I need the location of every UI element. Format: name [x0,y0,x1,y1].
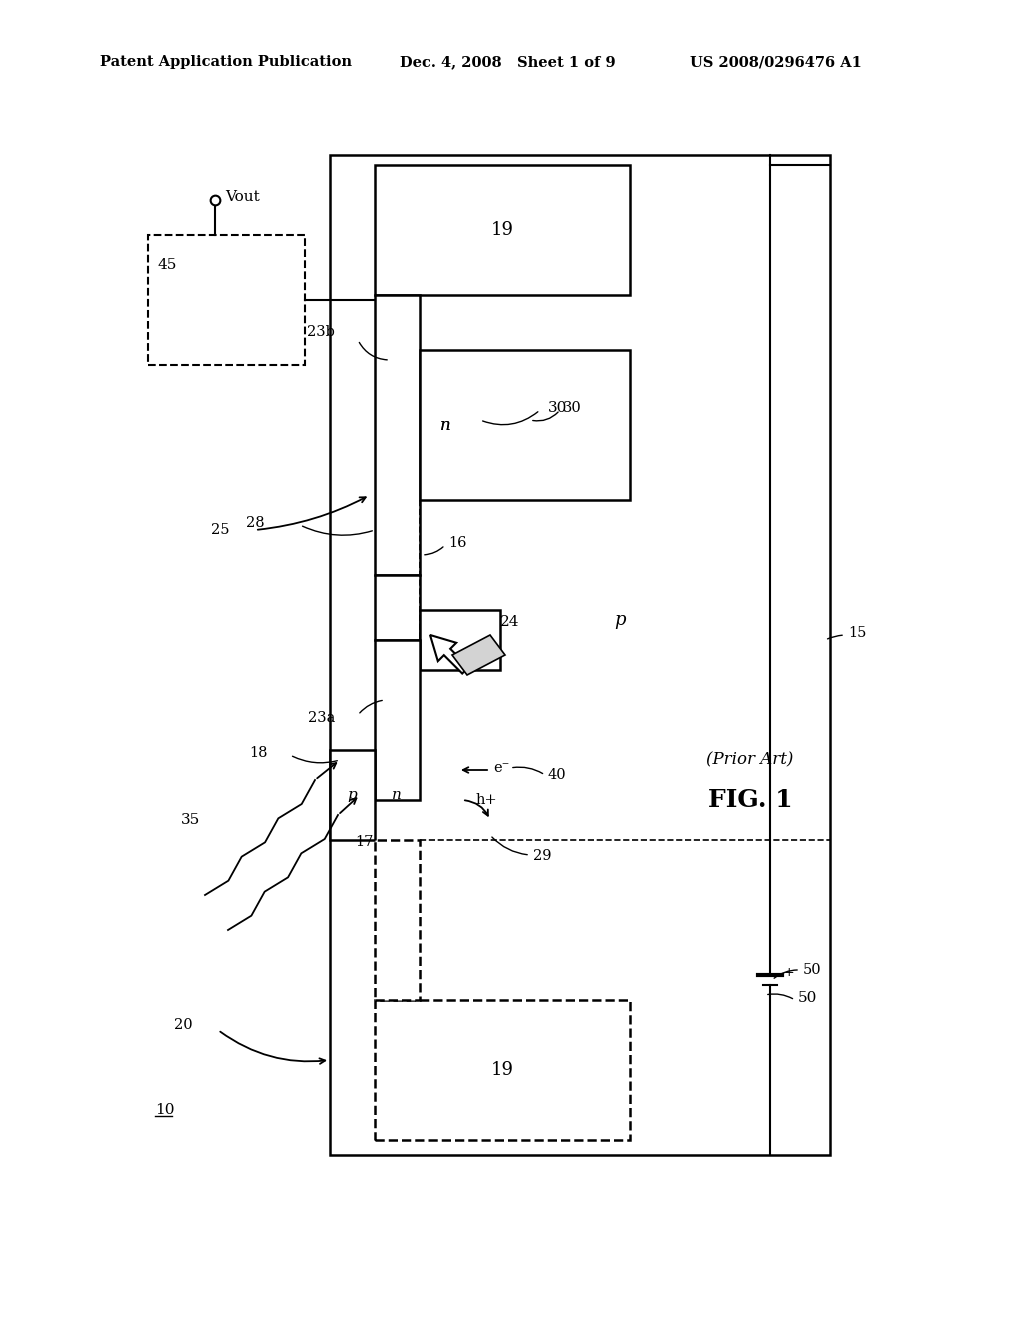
Text: 40: 40 [548,768,566,781]
Text: Patent Application Publication: Patent Application Publication [100,55,352,69]
Bar [330,154,830,1155]
Text: 18: 18 [250,746,268,760]
Text: 10: 10 [155,1104,174,1117]
Text: 30: 30 [563,401,582,414]
Text: 29: 29 [534,849,552,863]
Bar [375,1001,630,1140]
Text: +: + [784,965,795,978]
Text: 24: 24 [500,615,519,630]
Text: e⁻: e⁻ [493,762,509,775]
Text: (Prior Art): (Prior Art) [707,751,794,768]
Text: Vout: Vout [225,190,260,205]
Text: 19: 19 [490,1061,514,1078]
Bar [375,165,630,294]
Text: 50: 50 [798,991,817,1005]
Text: 45: 45 [158,257,177,272]
Text: Dec. 4, 2008   Sheet 1 of 9: Dec. 4, 2008 Sheet 1 of 9 [400,55,615,69]
Bar [420,350,630,500]
Bar [375,640,420,800]
Text: n: n [392,788,402,803]
Bar [375,294,420,576]
Text: 25: 25 [212,523,230,537]
Bar [330,750,375,840]
Text: 15: 15 [848,626,866,640]
Bar [148,235,305,366]
Text: FIG. 1: FIG. 1 [708,788,793,812]
Text: n: n [439,417,451,433]
Text: 23b: 23b [307,325,335,339]
Text: 20: 20 [174,1018,193,1032]
Polygon shape [452,635,505,675]
Text: 50: 50 [803,964,821,977]
Text: p: p [614,611,626,630]
Text: US 2008/0296476 A1: US 2008/0296476 A1 [690,55,862,69]
Text: 19: 19 [490,220,514,239]
Bar [375,840,420,1001]
Text: 23a: 23a [307,711,335,725]
Text: 17: 17 [355,836,374,849]
Text: p: p [347,788,357,803]
Polygon shape [430,635,469,673]
Bar [420,610,500,671]
Bar [375,576,420,640]
Text: 16: 16 [449,536,467,550]
Text: 30: 30 [548,401,567,414]
Text: n: n [439,417,451,433]
Text: h+: h+ [475,793,497,807]
Text: 35: 35 [181,813,200,828]
Text: 28: 28 [247,516,265,531]
